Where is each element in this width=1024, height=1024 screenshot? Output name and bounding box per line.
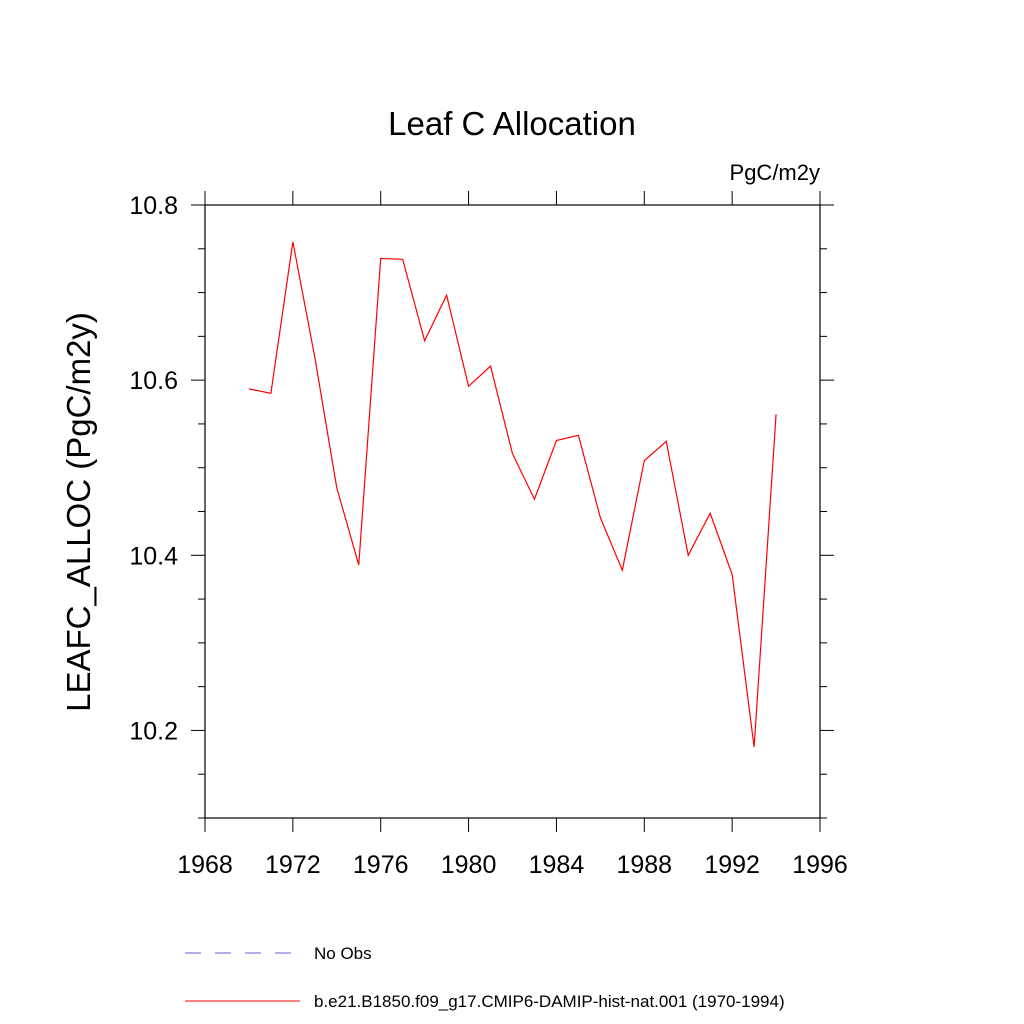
y-tick-label: 10.8: [129, 192, 178, 220]
legend-label: No Obs: [314, 944, 372, 963]
y-tick-label: 10.4: [129, 542, 178, 570]
x-tick-label: 1992: [704, 851, 760, 879]
x-tick-label: 1996: [792, 851, 848, 879]
chart-title: Leaf C Allocation: [388, 105, 636, 142]
x-tick-label: 1984: [529, 851, 585, 879]
x-tick-label: 1988: [616, 851, 672, 879]
series-line: [248, 241, 777, 748]
y-axis: 10.2 10.4 10.6 10.8: [129, 192, 834, 819]
x-axis: 1968 1972 1976 1980 1984 1988 1992 1996: [177, 191, 848, 879]
y-tick-label: 10.2: [129, 717, 178, 745]
x-tick-label: 1968: [177, 851, 233, 879]
series-layer: [248, 241, 777, 748]
x-tick-label: 1980: [441, 851, 497, 879]
y-tick-label: 10.6: [129, 367, 178, 395]
legend-label: b.e21.B1850.f09_g17.CMIP6-DAMIP-hist-nat…: [314, 992, 785, 1011]
legend: No Obs b.e21.B1850.f09_g17.CMIP6-DAMIP-hi…: [185, 944, 785, 1011]
plot-border: [204, 204, 821, 819]
plot-frame: [204, 204, 821, 819]
x-tick-label: 1976: [353, 851, 409, 879]
x-tick-label: 1972: [265, 851, 321, 879]
y-axis-label: LEAFC_ALLOC (PgC/m2y): [60, 312, 97, 712]
units-label: PgC/m2y: [730, 160, 820, 185]
